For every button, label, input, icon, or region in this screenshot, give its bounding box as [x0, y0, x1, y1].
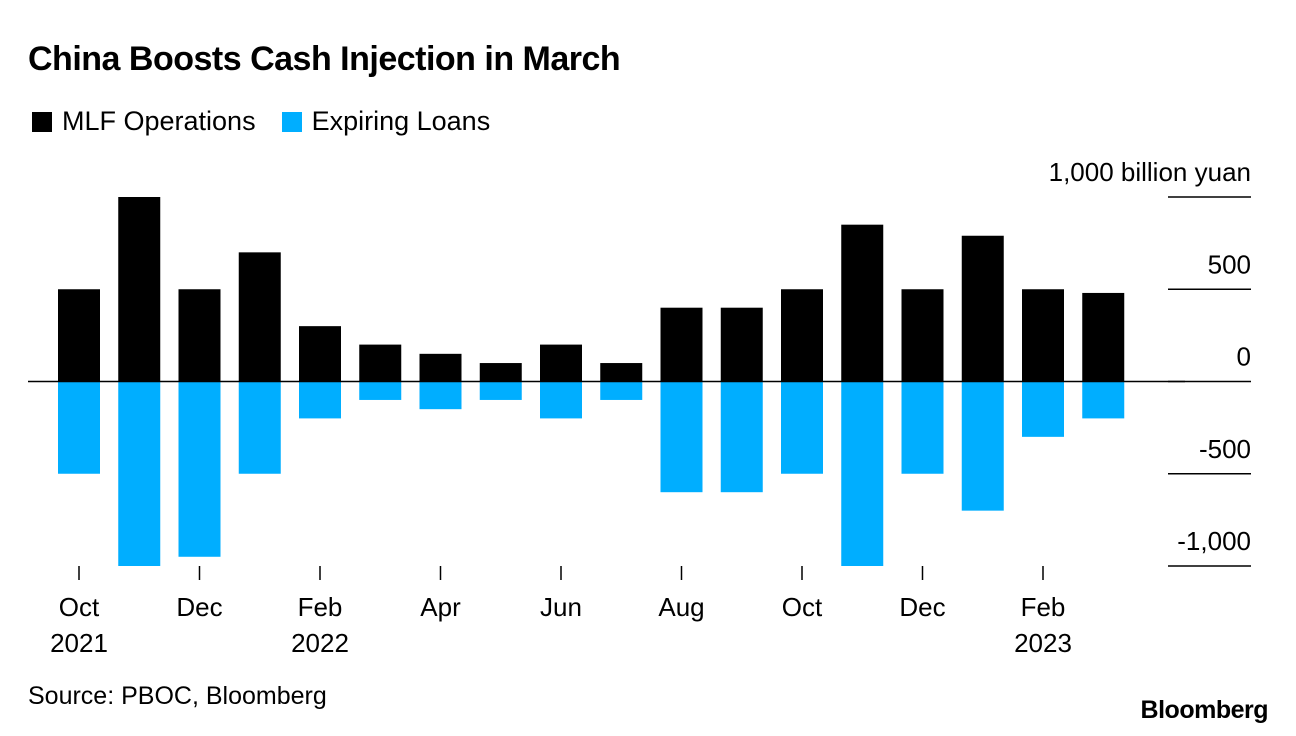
y-tick-label: 500: [1208, 249, 1251, 279]
bar-mlf: [299, 326, 341, 382]
legend-swatch-mlf: [32, 111, 52, 132]
y-tick-label: 1,000 billion yuan: [1049, 157, 1251, 187]
bar-mlf: [118, 197, 161, 382]
bar-mlf: [419, 353, 462, 382]
x-tick-label: Feb: [298, 592, 343, 622]
bar-expiring: [841, 381, 884, 566]
bar-expiring: [961, 381, 1004, 511]
legend-label-expiring: Expiring Loans: [311, 106, 491, 136]
bar-mlf: [479, 363, 522, 382]
x-tick-label: Aug: [658, 592, 704, 622]
bar-mlf: [58, 289, 100, 382]
bar-mlf: [600, 363, 643, 382]
bar-expiring: [479, 381, 522, 400]
bar-expiring: [1082, 381, 1125, 419]
bar-mlf: [1082, 292, 1125, 382]
y-tick-label: -500: [1199, 434, 1251, 464]
bar-mlf: [660, 307, 703, 382]
bar-mlf: [841, 224, 884, 382]
x-tick-label: Jun: [540, 592, 582, 622]
bar-expiring: [359, 381, 402, 400]
bar-mlf: [961, 235, 1004, 382]
y-tick-label: 0: [1237, 342, 1251, 372]
bar-expiring: [178, 381, 221, 557]
bar-expiring: [720, 381, 763, 493]
bar-mlf: [178, 289, 221, 382]
bar-expiring: [660, 381, 703, 493]
bar-mlf: [540, 344, 582, 382]
bar-mlf: [781, 289, 823, 382]
x-tick-year-label: 2021: [50, 628, 108, 658]
bar-expiring: [58, 381, 100, 474]
legend-label-mlf: MLF Operations: [62, 106, 256, 136]
bar-mlf: [359, 344, 402, 382]
bar-expiring: [419, 381, 462, 410]
legend-item-mlf: MLF Operations: [32, 106, 256, 137]
x-tick-label: Oct: [59, 592, 100, 622]
x-tick-label: Dec: [176, 592, 222, 622]
chart-title: China Boosts Cash Injection in March: [28, 40, 621, 78]
bar-expiring: [901, 381, 944, 474]
x-tick-label: Dec: [899, 592, 945, 622]
x-tick-label: Feb: [1021, 592, 1066, 622]
bar-mlf: [720, 307, 763, 382]
x-tick-year-label: 2022: [291, 628, 349, 658]
bar-expiring: [118, 381, 161, 566]
source-note: Source: PBOC, Bloomberg: [28, 682, 327, 710]
bar-expiring: [299, 381, 341, 419]
bar-expiring: [781, 381, 823, 474]
x-tick-label: Oct: [782, 592, 823, 622]
bar-expiring: [540, 381, 582, 419]
bar-mlf: [238, 252, 281, 382]
legend-item-expiring: Expiring Loans: [281, 106, 491, 137]
y-tick-label: -1,000: [1177, 526, 1251, 556]
chart-legend: MLF Operations Expiring Loans: [32, 106, 516, 137]
bar-mlf: [901, 289, 944, 382]
bloomberg-logo: Bloomberg: [1140, 696, 1269, 724]
legend-swatch-expiring: [281, 111, 302, 132]
bar-expiring: [1022, 381, 1064, 437]
x-tick-label: Apr: [420, 592, 461, 622]
x-tick-year-label: 2023: [1014, 628, 1072, 658]
bar-mlf: [1022, 289, 1064, 382]
bar-expiring: [600, 381, 643, 400]
bar-expiring: [238, 381, 281, 474]
